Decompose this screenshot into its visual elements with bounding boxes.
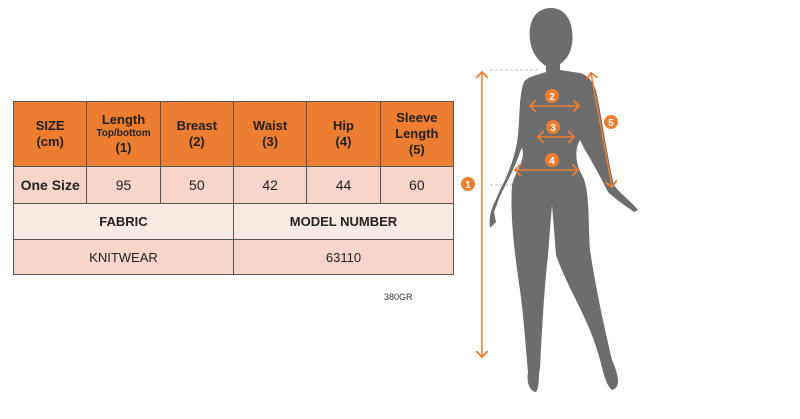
header-sleeve: Sleeve Length (5) [379, 101, 455, 167]
size-chart-table: SIZE (cm) Length Top/bottom (1) Breast (2) W… [12, 101, 455, 275]
fabric-value: KNITWEAR [13, 239, 234, 275]
table-row: One Size 95 50 42 44 60 [12, 166, 455, 204]
marker-1: 1 [465, 180, 471, 191]
size-label: One Size [12, 166, 88, 204]
header-size: SIZE (cm) [12, 101, 88, 167]
silhouette-icon [489, 8, 638, 392]
header-waist: Waist (3) [232, 101, 308, 167]
product-code: 380GR [384, 292, 413, 302]
value-waist: 42 [232, 166, 308, 204]
fabric-label: FABRIC [13, 203, 234, 240]
marker-5: 5 [608, 118, 614, 129]
marker-4: 4 [549, 156, 555, 167]
value-length: 95 [86, 166, 161, 204]
model-number-value: 63110 [232, 239, 455, 275]
value-hip: 44 [306, 166, 381, 204]
marker-4-icon [545, 153, 559, 167]
value-sleeve: 60 [379, 166, 455, 204]
header-length: Length Top/bottom (1) [86, 101, 161, 167]
marker-3: 3 [550, 123, 556, 134]
sleeve-arrow [591, 73, 612, 187]
marker-2: 2 [549, 92, 555, 103]
header-breast: Breast (2) [159, 101, 234, 167]
model-number-label: MODEL NUMBER [232, 203, 455, 240]
marker-2-icon [545, 89, 559, 103]
marker-3-icon [546, 120, 560, 134]
marker-1-icon [461, 177, 475, 191]
marker-5-icon [604, 115, 618, 129]
